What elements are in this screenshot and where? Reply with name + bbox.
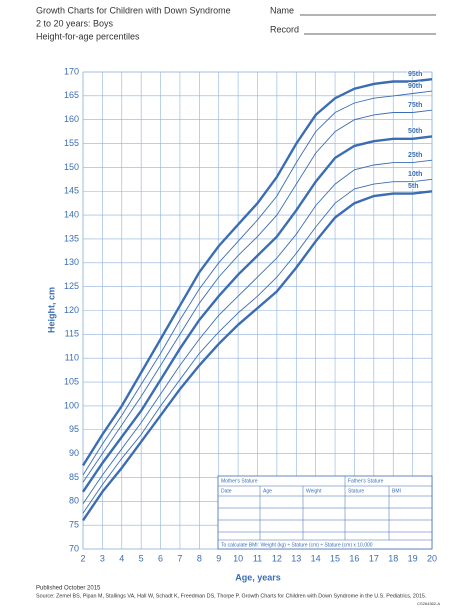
form-column: Stature	[348, 488, 364, 494]
record-label: Record	[270, 24, 299, 34]
percentile-curve	[82, 90, 433, 476]
published: Published October 2015	[36, 586, 101, 592]
x-tick-label: 6	[158, 553, 163, 563]
curve-label: 50th	[408, 128, 422, 135]
curve-label: 25th	[408, 152, 422, 159]
x-tick-label: 20	[427, 553, 437, 563]
x-tick-label: 7	[177, 553, 182, 563]
form-label: Mother's Stature	[221, 478, 258, 484]
form-column: Date	[221, 488, 232, 494]
y-tick-label: 115	[65, 329, 79, 339]
y-tick-label: 120	[64, 305, 79, 315]
y-tick-label: 150	[64, 162, 79, 172]
title-line: Growth Charts for Children with Down Syn…	[36, 5, 231, 15]
curve-label: 10th	[408, 171, 422, 178]
y-tick-label: 135	[64, 233, 79, 243]
x-tick-label: 2	[80, 553, 85, 563]
y-tick-label: 90	[69, 448, 79, 458]
y-tick-label: 155	[64, 138, 79, 148]
bmi-note: To calculate BMI: Weight (kg) ÷ Stature …	[221, 542, 373, 548]
y-tick-label: 110	[65, 353, 79, 363]
y-tick-label: 165	[64, 90, 79, 100]
form-column: Weight	[306, 488, 322, 494]
x-tick-label: 19	[408, 553, 418, 563]
curve-label: 95th	[408, 71, 422, 78]
y-tick-label: 130	[64, 257, 79, 267]
y-tick-label: 160	[64, 114, 79, 124]
x-tick-label: 10	[233, 553, 243, 563]
percentile-curve	[82, 190, 433, 522]
form-label: Father's Stature	[348, 478, 384, 484]
title-line: 2 to 20 years: Boys	[36, 18, 114, 28]
y-tick-label: 105	[64, 376, 79, 386]
curve-label: 5th	[408, 183, 419, 190]
x-tick-label: 14	[311, 553, 321, 563]
y-tick-label: 95	[69, 424, 79, 434]
x-tick-label: 17	[369, 553, 379, 563]
name-label: Name	[270, 5, 294, 15]
percentile-curve	[82, 159, 433, 504]
source: Source: Zemel BS, Pipan M, Stallings VA,…	[36, 593, 426, 599]
x-tick-label: 12	[272, 553, 282, 563]
curves: 95th 90th 75th 50th 25th 10th 5th	[81, 70, 433, 522]
x-tick-label: 18	[388, 553, 398, 563]
curve-label: 90th	[408, 83, 422, 90]
y-tick-label: 75	[69, 520, 79, 530]
y-axis-label: Height, cm	[46, 287, 56, 333]
code: CS264362-A	[417, 601, 440, 606]
y-tick-label: 85	[69, 472, 79, 482]
percentile-curve	[81, 78, 433, 467]
percentile-curve	[82, 178, 433, 514]
x-tick-label: 4	[119, 553, 124, 563]
x-tick-label: 3	[100, 553, 105, 563]
x-tick-label: 8	[197, 553, 202, 563]
y-tick-label: 170	[64, 66, 79, 76]
x-tick-label: 13	[291, 553, 301, 563]
percentile-curve	[82, 109, 433, 483]
x-axis-label: Age, years	[235, 572, 281, 582]
y-tick-label: 145	[64, 186, 79, 196]
y-tick-label: 80	[69, 496, 79, 506]
x-tick-label: 5	[139, 553, 144, 563]
x-tick-label: 11	[253, 553, 262, 563]
y-tick-label: 140	[64, 209, 79, 219]
y-tick-label: 125	[64, 281, 79, 291]
x-tick-label: 9	[216, 553, 221, 563]
form-column: BMI	[392, 488, 401, 494]
x-tick-label: 15	[330, 553, 340, 563]
percentile-curve	[82, 135, 433, 493]
y-tick-label: 100	[64, 400, 79, 410]
form-box: Mother's Stature Father's Stature Date A…	[217, 475, 433, 550]
curve-label: 75th	[408, 102, 422, 109]
x-tick-label: 16	[349, 553, 359, 563]
form-column: Age	[263, 488, 272, 494]
title-line: Height-for-age percentiles	[36, 31, 140, 41]
y-tick-label: 70	[69, 543, 79, 553]
